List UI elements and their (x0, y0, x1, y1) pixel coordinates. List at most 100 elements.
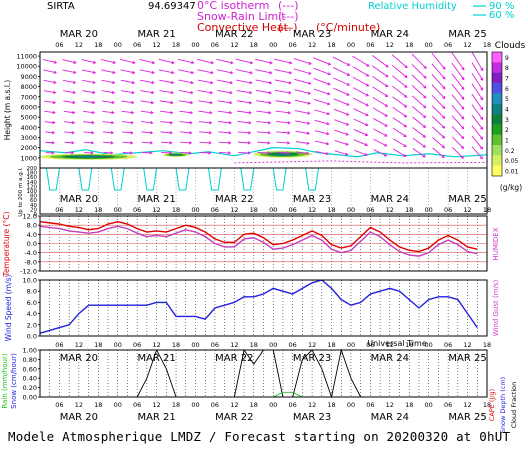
colorbar-tick-label: 9 (505, 55, 509, 62)
day-label: MAR 23 (293, 29, 331, 40)
precip-tick-label: 0.80 (23, 356, 37, 364)
wind-arrow (159, 79, 174, 84)
wind-arrow-head (209, 121, 213, 125)
wind-arrow-head (248, 101, 253, 105)
colorbar-swatch (492, 145, 502, 156)
wind-arrow (392, 117, 407, 128)
hour-tick-label: 12 (152, 41, 160, 49)
wind-arrow (82, 79, 96, 84)
wind-arrow (471, 114, 483, 130)
colorbar-tick-label: 2 (505, 127, 509, 134)
wind-arrow-head (422, 134, 427, 138)
wind-arrow (372, 117, 388, 127)
wind-arrow (412, 127, 426, 138)
hour-tick-label: 12 (386, 41, 394, 49)
wind-arrow (218, 152, 231, 154)
wind-arrow (431, 52, 446, 70)
wind-arrow-head (403, 134, 407, 138)
hour-tick-label: 18 (327, 401, 335, 409)
wind-arrow-head (461, 96, 465, 100)
colorbar-tick-label: 0.2 (505, 148, 515, 155)
day-label: MAR 23 (293, 194, 331, 205)
hour-tick-label: 18 (172, 401, 180, 409)
wind-arrow-head (110, 141, 114, 145)
wind-arrow-head (346, 82, 351, 86)
wind-arrow (141, 141, 153, 144)
wind-arrow-head (325, 142, 330, 146)
wind-arrow-head (442, 66, 446, 70)
forecast-footer: Modele Atmospherique LMDZ / Forecast sta… (8, 429, 511, 444)
wind-arrow (82, 90, 95, 94)
wind-arrow (471, 104, 483, 120)
colorbar-swatch (492, 165, 502, 177)
wind-arrow (177, 58, 194, 64)
wind-arrow-head (441, 155, 445, 159)
wind-arrow (256, 131, 271, 134)
wind-arrow (257, 141, 270, 144)
wind-arrow (373, 138, 387, 147)
colorbar-tick-label: 7 (505, 75, 509, 82)
wind-arrow (81, 69, 96, 74)
wind-arrow-head (131, 80, 136, 85)
wind-arrow-head (365, 123, 369, 127)
temperature-axis-label: Temperature (°C) (2, 212, 11, 278)
wind-arrow (352, 76, 369, 87)
wind-arrow-head (228, 141, 232, 145)
wind-tick-label: 8.0 (27, 288, 37, 296)
wind-arrow-head (442, 125, 446, 129)
wind-arrow (451, 125, 464, 139)
wind-arrow (293, 58, 312, 65)
precip-tick-label: 0.00 (23, 394, 37, 402)
wind-arrow (198, 100, 213, 104)
wind-arrow-head (72, 110, 76, 115)
wind-arrow-head (189, 121, 193, 125)
wind-arrow-head (442, 86, 446, 90)
wind-arrow (120, 59, 135, 64)
wind-arrow-head (384, 123, 388, 127)
temp-tick-label: 0.0 (27, 240, 37, 248)
wind-arrow-head (71, 141, 75, 145)
wind-arrow-head (112, 60, 116, 65)
wind-arrow (158, 58, 175, 64)
precip-tick-label: 1.00 (23, 347, 37, 355)
colorbar-swatch (492, 103, 502, 115)
wind-arrow-head (365, 83, 370, 87)
wind-arrow-head (308, 71, 312, 75)
wind-arrow (372, 76, 388, 87)
wind-arrow-head (208, 141, 212, 145)
wind-arrow-head (91, 120, 95, 125)
wind-arrow-head (169, 131, 173, 135)
lower-height-tick-label: 200 (27, 166, 38, 172)
wind-arrow-head (404, 65, 408, 69)
humidex-axis-label: HUMIDEX (492, 227, 500, 260)
wind-arrow (179, 110, 193, 114)
wind-arrow-head (385, 84, 389, 88)
height-tick-label: 10000 (16, 63, 37, 71)
wind-arrow (199, 131, 212, 134)
wind-arrow (276, 151, 290, 154)
day-label: MAR 21 (137, 29, 175, 40)
wind-arrow-head (228, 121, 233, 125)
wind-arrow-head (151, 90, 155, 95)
wind-arrow (237, 121, 251, 124)
temp-tick-label: -4.0 (24, 249, 37, 257)
zero-isotherm (234, 160, 488, 164)
wind-arrow-head (383, 153, 388, 157)
wind-arrow (373, 149, 387, 157)
hour-tick-label: 00 (114, 41, 122, 49)
wind-arrow (180, 141, 192, 144)
wind-arrow-head (461, 126, 465, 130)
wind-arrow-head (111, 100, 115, 105)
wind-arrow-head (480, 77, 484, 81)
wind-arrow-head (170, 110, 174, 115)
day-label: MAR 23 (293, 412, 331, 423)
wind-arrow-head (480, 116, 484, 121)
wind-arrow (64, 141, 74, 144)
hour-tick-label: 12 (308, 206, 316, 214)
wind-arrow (411, 85, 427, 99)
wind-arrow-head (190, 100, 194, 105)
wind-arrow-head (169, 120, 174, 125)
wind-arrow-head (403, 124, 407, 128)
hour-tick-label: 12 (386, 341, 394, 349)
wind-arrow (451, 94, 465, 110)
